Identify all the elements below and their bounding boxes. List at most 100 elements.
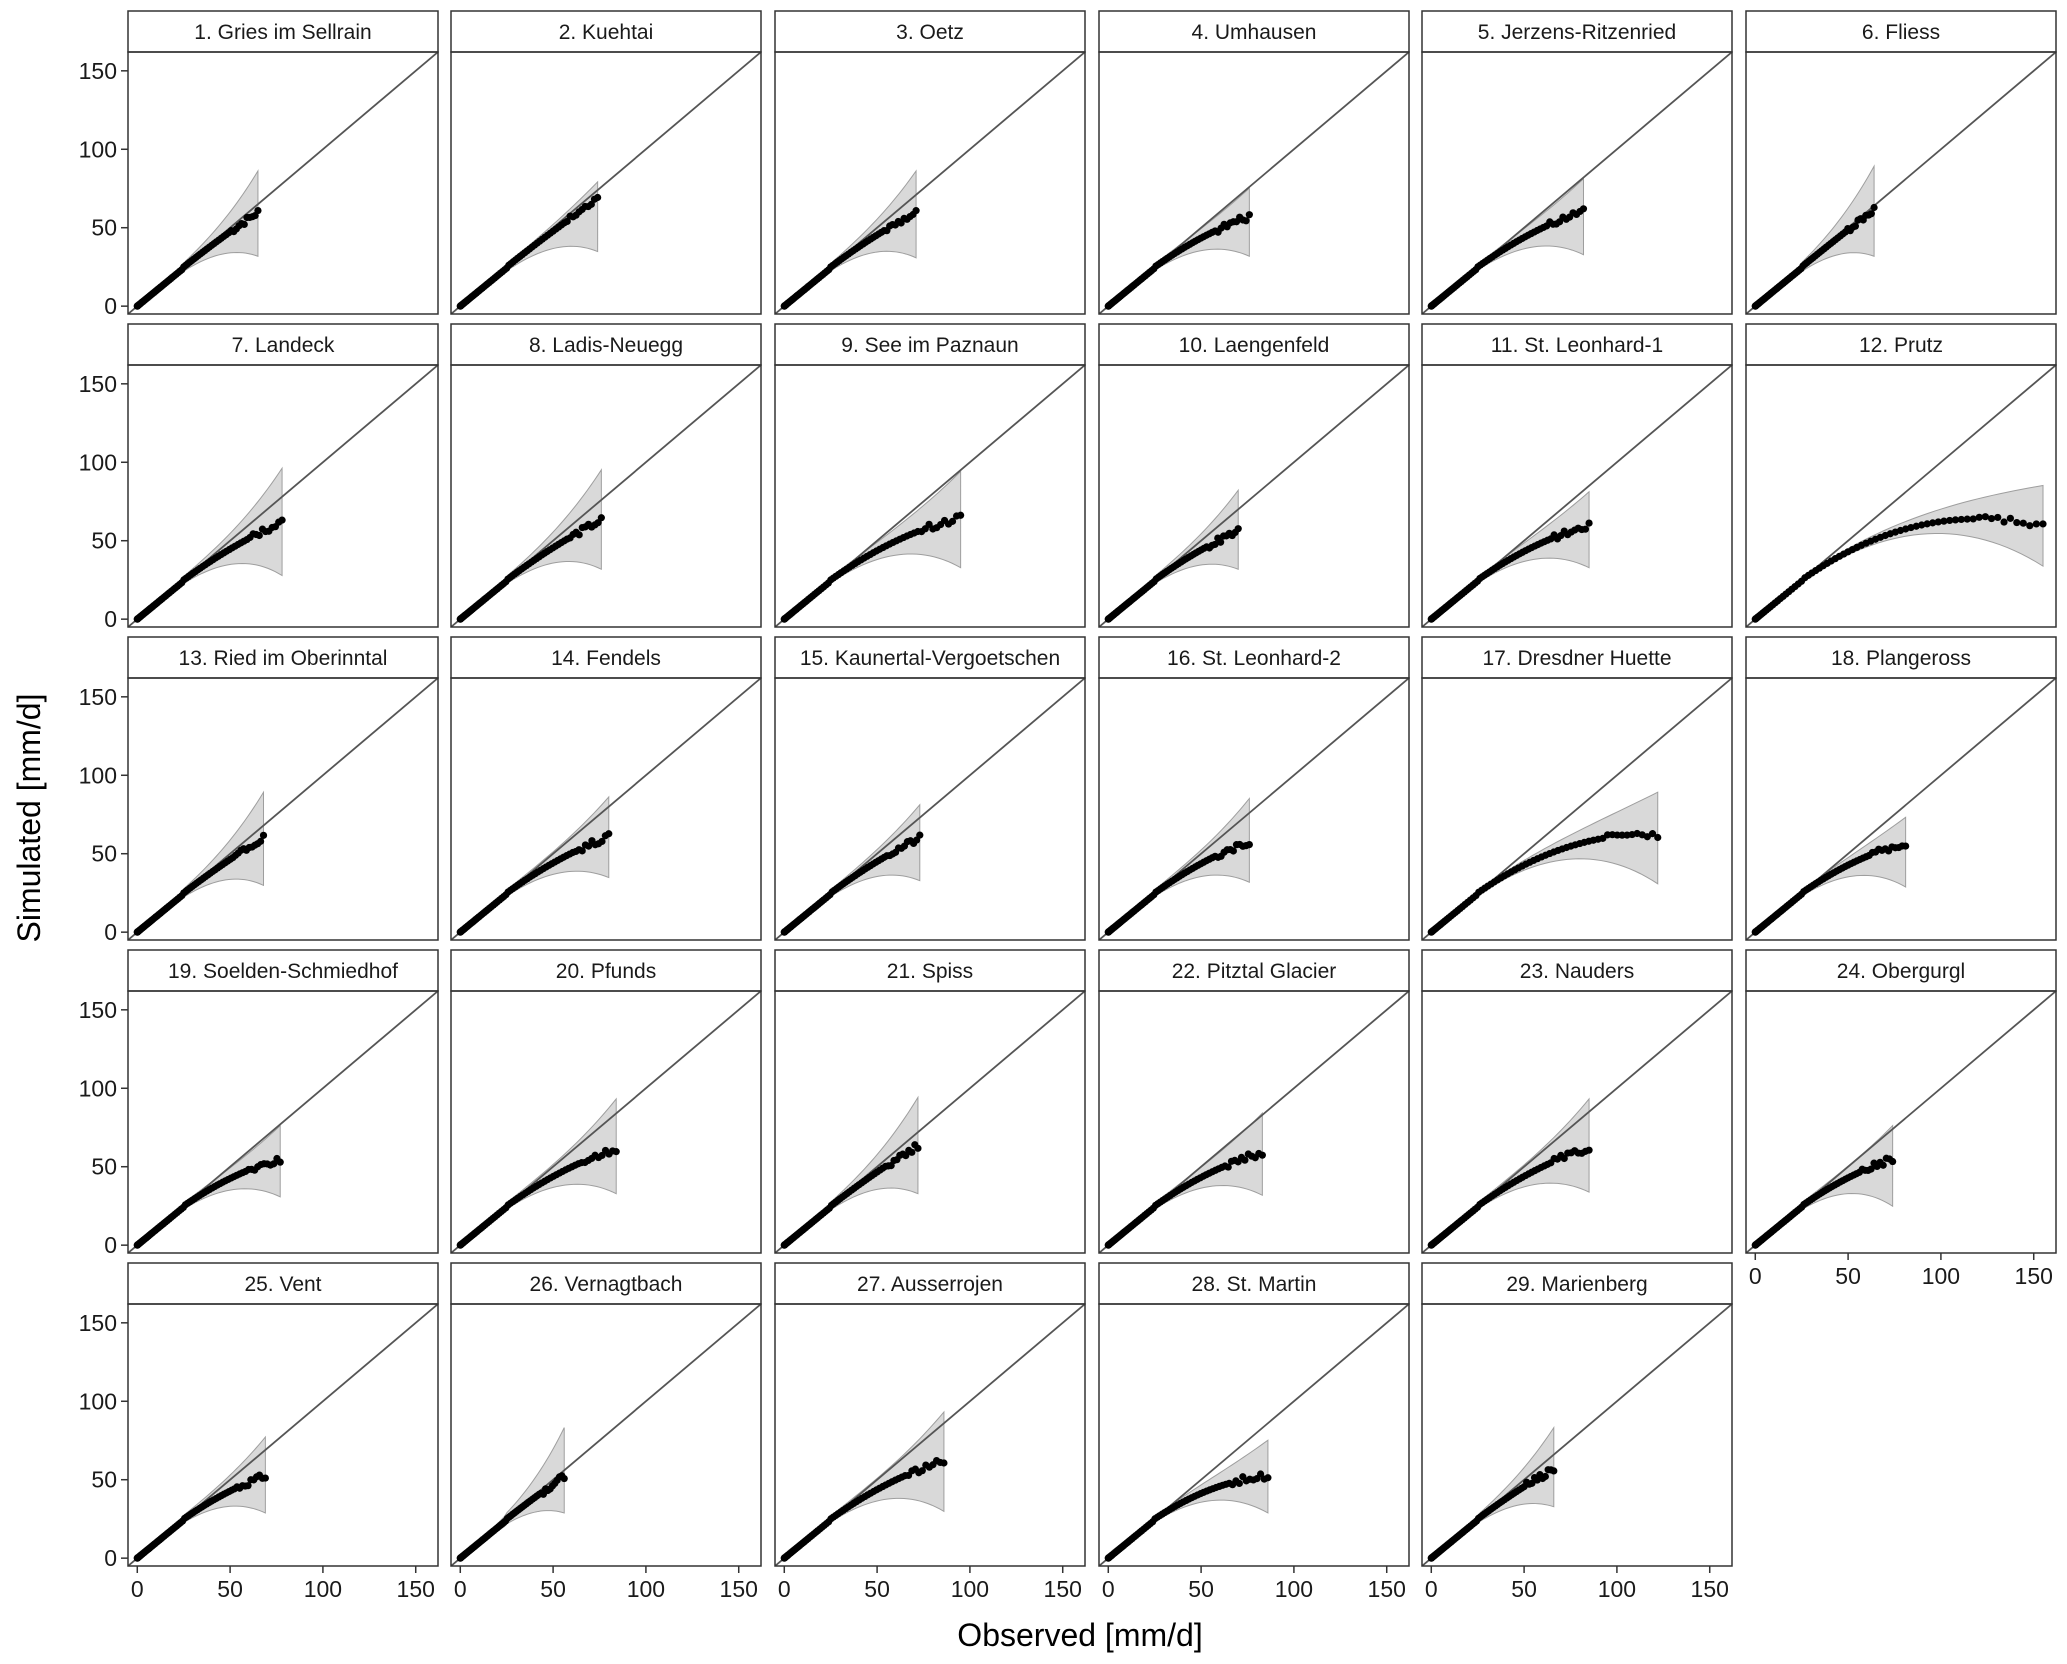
data-point — [1245, 211, 1253, 219]
facet-panel: 11. St. Leonhard-1 — [1421, 323, 1733, 628]
x-tick-label: 0 — [1749, 1263, 1762, 1289]
facet-panel: 4. Umhausen — [1098, 10, 1410, 315]
plot-area — [1422, 1304, 1732, 1566]
data-point — [914, 1144, 922, 1152]
data-point — [957, 511, 965, 519]
panel-strip — [450, 636, 762, 679]
panel-frame — [1421, 990, 1733, 1254]
data-point — [612, 1148, 620, 1156]
data-point — [1879, 1161, 1887, 1169]
panel-frame — [127, 1303, 439, 1567]
x-tick-label: 50 — [1511, 1576, 1537, 1602]
y-tick-label: 150 — [79, 371, 117, 397]
data-point — [2000, 518, 2008, 526]
data-point — [1946, 516, 1954, 525]
panel-strip — [774, 636, 1086, 679]
panel-strip — [1098, 636, 1410, 679]
panel-strip — [1098, 1262, 1410, 1305]
panel-title: 8. Ladis-Neuegg — [529, 334, 683, 357]
data-point — [916, 831, 924, 839]
data-point — [1585, 519, 1593, 527]
panel-title: 28. St. Martin — [1192, 1273, 1317, 1296]
x-tick-label: 150 — [1044, 1576, 1082, 1602]
data-point — [1579, 205, 1588, 213]
data-point — [1264, 1474, 1272, 1482]
plot-area — [1099, 991, 1409, 1253]
data-point — [270, 1160, 278, 1168]
x-tick-label: 0 — [1425, 1576, 1438, 1602]
panel-title: 15. Kaunertal-Vergoetschen — [800, 647, 1060, 670]
plot-area — [451, 52, 761, 314]
y-tick-label: 100 — [79, 449, 117, 475]
plot-area — [775, 52, 1085, 314]
data-point — [240, 220, 248, 229]
panel-grid: 1. Gries im Sellrain 0 50 100 150 2. Kuehtai 3… — [79, 10, 2057, 1602]
panel-frame — [774, 677, 1086, 941]
data-point — [1560, 1154, 1568, 1163]
panel-title: 16. St. Leonhard-2 — [1167, 647, 1341, 670]
panel-frame — [1421, 1303, 1733, 1567]
y-tick-label: 100 — [79, 1388, 117, 1414]
panel-title: 13. Ried im Oberinntal — [179, 647, 388, 670]
panel-title: 2. Kuehtai — [559, 21, 654, 44]
panel-title: 1. Gries im Sellrain — [194, 21, 371, 44]
data-point — [948, 517, 957, 525]
panel-frame — [774, 990, 1086, 1254]
panel-title: 6. Fliess — [1862, 21, 1940, 44]
panel-strip — [1745, 323, 2057, 366]
panel-frame — [1421, 51, 1733, 315]
plot-area — [1422, 991, 1732, 1253]
panel-strip — [127, 636, 439, 679]
data-point — [918, 1467, 926, 1475]
plot-area — [1422, 678, 1732, 940]
panel-frame — [774, 364, 1086, 628]
plot-area — [128, 1304, 438, 1566]
facet-panel: 24. Obergurgl 0 50 100 150 — [1745, 949, 2057, 1289]
panel-strip — [774, 949, 1086, 992]
data-point — [1870, 203, 1878, 212]
data-point — [254, 206, 262, 215]
facet-panel: 9. See im Paznaun — [774, 323, 1086, 628]
panel-strip — [1421, 10, 1733, 53]
facet-panel: 14. Fendels — [450, 636, 762, 941]
y-tick-label: 50 — [91, 215, 117, 241]
y-tick-label: 50 — [91, 528, 117, 554]
panel-title: 12. Prutz — [1859, 334, 1943, 357]
data-point — [575, 531, 583, 539]
data-point — [1217, 538, 1225, 546]
y-axis-title: Simulated [mm/d] — [11, 694, 47, 943]
data-point — [1654, 833, 1662, 842]
data-point — [1234, 525, 1242, 533]
plot-area — [1099, 1304, 1409, 1566]
panel-frame — [1745, 51, 2057, 315]
y-tick-label: 0 — [104, 919, 117, 945]
plot-area — [128, 991, 438, 1253]
data-point — [2019, 519, 2027, 527]
panel-frame — [127, 51, 439, 315]
data-point — [1211, 540, 1219, 549]
panel-title: 9. See im Paznaun — [841, 334, 1018, 357]
panel-strip — [1745, 10, 2057, 53]
y-tick-label: 50 — [91, 1467, 117, 1493]
x-tick-label: 50 — [864, 1576, 890, 1602]
data-point — [1957, 515, 1965, 524]
data-point — [1889, 1157, 1897, 1166]
plot-area — [451, 991, 761, 1253]
data-point — [2026, 522, 2034, 530]
panel-frame — [450, 364, 762, 628]
panel-strip — [127, 10, 439, 53]
panel-strip — [450, 10, 762, 53]
y-tick-label: 50 — [91, 1154, 117, 1180]
panel-frame — [1098, 990, 1410, 1254]
x-axis-title: Observed [mm/d] — [957, 1617, 1202, 1653]
x-tick-label: 150 — [720, 1576, 758, 1602]
y-tick-label: 0 — [104, 606, 117, 632]
data-point — [1867, 210, 1875, 218]
data-point — [1648, 830, 1657, 838]
plot-area — [451, 365, 761, 627]
facet-panel: 2. Kuehtai — [450, 10, 762, 315]
panel-frame — [774, 51, 1086, 315]
data-point — [1940, 517, 1948, 525]
data-point — [902, 1152, 910, 1160]
facet-panel: 25. Vent 0 50 100 150 0 50 100 150 — [79, 1262, 439, 1602]
